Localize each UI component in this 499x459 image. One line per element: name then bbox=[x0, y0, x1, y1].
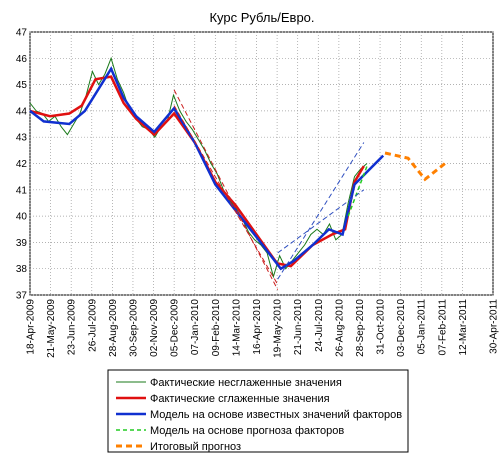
y-tick-label: 46 bbox=[16, 54, 28, 65]
x-tick-label: 23-Jun-2009 bbox=[67, 299, 78, 356]
legend-label: Модель на основе известных значений факт… bbox=[150, 409, 402, 421]
x-tick-label: 03-Dec-2010 bbox=[396, 299, 407, 357]
x-tick-label: 02-Nov-2009 bbox=[149, 299, 160, 357]
x-tick-label: 28-Aug-2009 bbox=[108, 299, 119, 357]
x-tick-label: 28-Sep-2010 bbox=[355, 299, 366, 357]
x-tick-label: 26-Jul-2009 bbox=[87, 299, 98, 352]
y-tick-label: 38 bbox=[16, 264, 28, 275]
x-tick-label: 16-Apr-2010 bbox=[252, 299, 263, 355]
x-tick-label: 14-Mar-2010 bbox=[231, 299, 242, 357]
legend-label: Модель на основе прогноза факторов bbox=[150, 425, 344, 437]
y-tick-label: 44 bbox=[16, 106, 28, 117]
y-tick-label: 43 bbox=[16, 133, 28, 144]
x-tick-label: 19-May-2010 bbox=[273, 299, 284, 358]
x-tick-label: 09-Feb-2010 bbox=[211, 299, 222, 357]
x-tick-label: 07-Jan-2010 bbox=[190, 299, 201, 356]
chart-title: Курс Рубль/Евро. bbox=[209, 10, 314, 25]
x-tick-label: 18-Apr-2009 bbox=[26, 299, 37, 355]
x-tick-label: 07-Feb-2011 bbox=[437, 299, 448, 356]
x-tick-label: 30-Apr-2011 bbox=[489, 299, 499, 354]
x-tick-label: 12-Mar-2011 bbox=[458, 299, 469, 356]
x-tick-label: 24-Jul-2010 bbox=[314, 299, 325, 352]
x-tick-label: 21-Jun-2010 bbox=[293, 299, 304, 356]
y-tick-label: 39 bbox=[16, 238, 28, 249]
legend-label: Итоговый прогноз bbox=[150, 441, 241, 453]
legend-label: Фактические несглаженные значения bbox=[150, 377, 342, 389]
x-tick-label: 31-Oct-2010 bbox=[376, 299, 387, 355]
y-tick-label: 45 bbox=[16, 80, 28, 91]
y-tick-label: 47 bbox=[16, 28, 28, 39]
x-tick-label: 30-Sep-2009 bbox=[128, 299, 139, 357]
y-tick-label: 40 bbox=[16, 212, 28, 223]
legend-label: Фактические сглаженные значения bbox=[150, 393, 330, 405]
x-tick-label: 26-Aug-2010 bbox=[334, 299, 345, 357]
y-tick-label: 42 bbox=[16, 159, 28, 170]
x-tick-label: 21-May-2009 bbox=[46, 299, 57, 358]
y-tick-label: 41 bbox=[16, 185, 28, 196]
x-tick-label: 05-Jan-2011 bbox=[417, 299, 428, 355]
x-tick-label: 05-Dec-2009 bbox=[170, 299, 181, 357]
